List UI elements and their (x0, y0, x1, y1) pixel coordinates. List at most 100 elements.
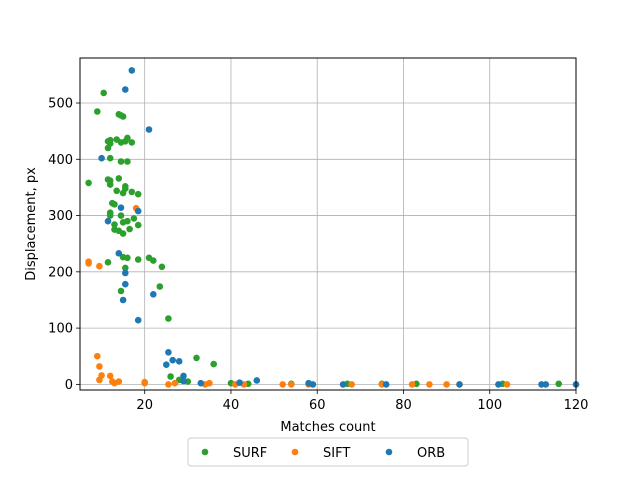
orb-point (122, 269, 129, 277)
orb-point (134, 207, 142, 215)
surf-point (165, 315, 172, 322)
sift-point (96, 363, 103, 370)
surf-point (134, 256, 142, 263)
orb-point (495, 381, 502, 388)
orb-point (309, 381, 317, 388)
surf-point (210, 360, 217, 368)
surf-point (106, 212, 114, 219)
surf-point (128, 188, 136, 196)
orb-point (236, 379, 243, 387)
surf-point (122, 183, 129, 190)
orb-point (180, 372, 187, 380)
surf-point (126, 225, 133, 233)
orb-point (128, 67, 136, 74)
surf-point (130, 215, 138, 222)
surf-point (104, 259, 112, 266)
surf-point (117, 287, 125, 295)
surf-point (156, 283, 164, 290)
sift-point (426, 381, 433, 388)
surf-point (111, 201, 118, 208)
legend-frame (187, 437, 469, 467)
sift-point (279, 381, 287, 388)
legend-marker-surf (201, 448, 209, 456)
surf-point (115, 175, 123, 182)
series-orb (98, 67, 580, 388)
surf-point (128, 139, 136, 146)
grid (80, 58, 577, 390)
sift-point (171, 379, 179, 387)
sift-point (141, 379, 148, 387)
surf-point (111, 221, 118, 228)
legend-marker-orb (385, 448, 393, 456)
orb-point (122, 86, 129, 93)
surf-point (113, 187, 120, 195)
orb-point (163, 361, 170, 369)
surf-point (85, 179, 92, 187)
orb-point (134, 316, 142, 324)
surf-point (124, 158, 131, 165)
y-tick-label: 100 (48, 322, 73, 337)
orb-point (542, 381, 550, 388)
x-tick-label: 20 (136, 398, 153, 413)
sift-point (96, 376, 103, 384)
surf-point (94, 108, 101, 115)
y-tick-label: 400 (48, 153, 73, 168)
legend-marker-sift (291, 448, 299, 456)
surf-point (193, 354, 200, 362)
surf-point (119, 113, 127, 120)
sift-point (348, 381, 356, 388)
x-tick-label: 80 (395, 398, 412, 413)
legend-label-surf: SURF (233, 446, 267, 461)
orb-point (253, 377, 261, 384)
y-axis-label: Displacement, px (24, 167, 39, 281)
surf-point (106, 181, 114, 188)
surf-point (124, 134, 131, 142)
orb-point (145, 126, 153, 133)
sift-point (165, 381, 172, 388)
orb-point (175, 358, 183, 365)
surf-point (117, 158, 125, 165)
legend: SURF SIFT ORB (187, 437, 469, 467)
orb-point (117, 204, 125, 211)
surf-point (100, 89, 107, 97)
y-tick-label: 300 (48, 209, 73, 224)
sift-point (503, 381, 511, 388)
surf-point (117, 212, 125, 219)
orb-point (165, 349, 172, 356)
orb-point (115, 250, 123, 257)
sift-point (443, 381, 450, 388)
series-sift (85, 204, 580, 388)
surf-point (124, 217, 131, 225)
plot-frame (79, 57, 577, 391)
orb-point (122, 280, 129, 288)
x-tick-label: 40 (223, 398, 240, 413)
surf-point (134, 190, 142, 198)
data-points (85, 67, 580, 388)
orb-point (180, 377, 187, 385)
surf-point (119, 253, 127, 261)
orb-point (197, 379, 205, 387)
surf-point (122, 264, 129, 272)
legend-label-sift: SIFT (323, 446, 350, 461)
surf-point (134, 221, 142, 229)
orb-point (119, 296, 127, 304)
legend-label-orb: ORB (417, 446, 445, 461)
orb-point (456, 381, 463, 388)
orb-point (150, 291, 157, 298)
surf-point (106, 136, 114, 144)
sift-point (206, 379, 213, 387)
orb-point (382, 381, 390, 388)
x-axis-ticks: 20 40 60 80 100 120 (136, 390, 588, 413)
orb-point (104, 217, 112, 225)
surf-point (167, 373, 174, 380)
surf-point (555, 380, 562, 388)
sift-point (408, 381, 416, 388)
surf-point (158, 263, 166, 271)
surf-point (150, 257, 157, 264)
sift-point (288, 381, 295, 388)
surf-point (106, 154, 114, 162)
x-axis-label: Matches count (280, 420, 375, 435)
sift-point (115, 378, 123, 385)
